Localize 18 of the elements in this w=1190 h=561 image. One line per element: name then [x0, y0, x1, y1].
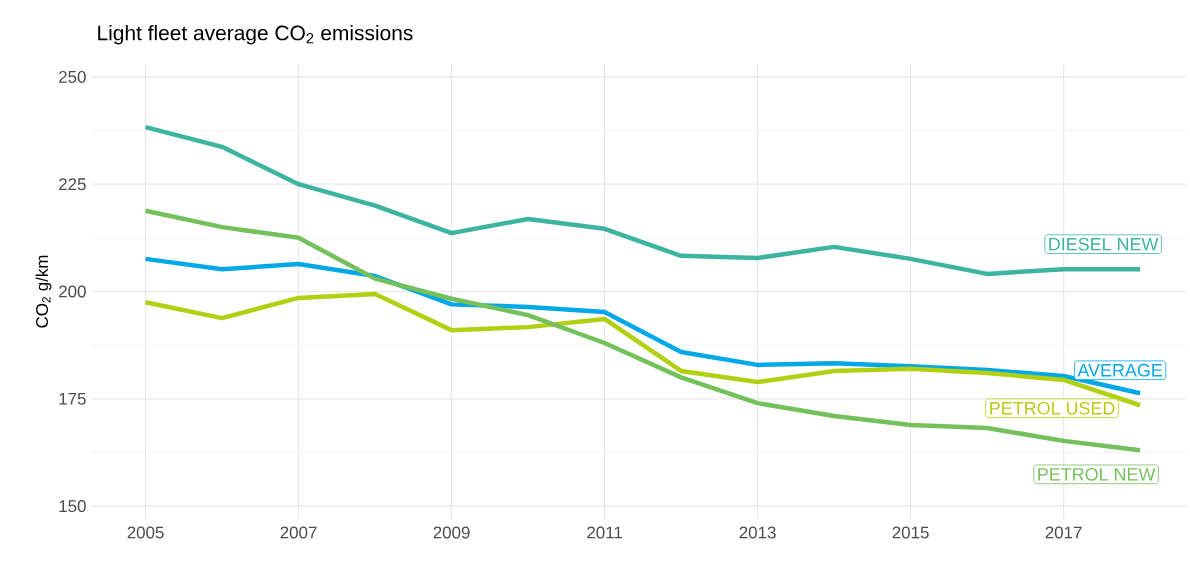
x-tick-label: 2009	[433, 526, 470, 539]
x-tick-label: 2013	[739, 526, 776, 539]
x-tick-label: 2007	[280, 526, 317, 539]
chart-title: Light fleet average CO$_{2}$ emissions	[98, 25, 413, 45]
legend-label: PETROL USED	[990, 401, 1115, 415]
y-tick-label: 150	[59, 500, 86, 513]
legend-label: AVERAGE	[1077, 363, 1163, 377]
y-tick-label: 225	[59, 178, 86, 191]
y-axis-title: CO$_{2}$ g/km	[35, 255, 52, 328]
legend-label: PETROL NEW	[1038, 467, 1156, 481]
x-tick-label: 2005	[127, 526, 164, 539]
y-tick-label: 250	[59, 70, 86, 83]
y-tick-label: 200	[59, 285, 86, 298]
y-tick-label: 175	[59, 392, 86, 405]
x-tick-label: 2011	[587, 526, 622, 539]
x-tick-label: 2017	[1045, 526, 1082, 539]
x-tick-label: 2015	[892, 526, 929, 539]
legend-label: DIESEL NEW	[1049, 237, 1159, 251]
